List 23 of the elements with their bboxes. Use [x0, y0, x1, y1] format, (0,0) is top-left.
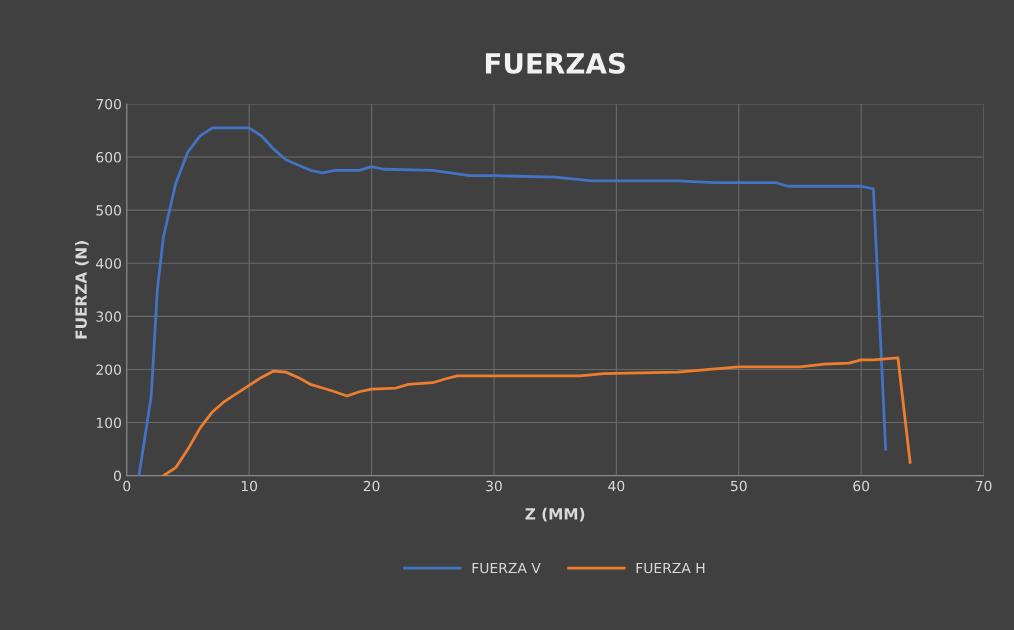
y-tick-label: 100: [96, 417, 121, 429]
y-tick-label: 200: [96, 364, 121, 375]
x-tick-label: 10: [241, 480, 258, 492]
x-tick-label: 40: [608, 480, 625, 492]
y-tick-label: 400: [96, 258, 121, 269]
y-tick-label: 700: [96, 98, 121, 110]
line-series: [162, 356, 912, 476]
y-tick-label: 500: [96, 205, 121, 216]
legend-label: FUERZA V: [472, 562, 541, 574]
x-tick-label: 50: [731, 480, 747, 492]
legend-label: FUERZA H: [636, 562, 705, 574]
chart-title: FUERZAS: [485, 52, 625, 74]
y-axis-title: FUERZA (N): [75, 241, 89, 339]
y-tick-label: 600: [96, 152, 121, 163]
x-tick-label: 70: [975, 480, 992, 492]
x-tick-label: 20: [363, 480, 380, 492]
x-tick-label: 30: [486, 480, 502, 492]
line-series: [137, 126, 888, 476]
x-axis-title: Z (MM): [525, 507, 585, 522]
x-tick-label: 60: [853, 480, 870, 492]
x-tick-label: 0: [123, 480, 131, 492]
y-tick-label: 300: [96, 311, 121, 322]
y-tick-label: 0: [113, 470, 121, 482]
